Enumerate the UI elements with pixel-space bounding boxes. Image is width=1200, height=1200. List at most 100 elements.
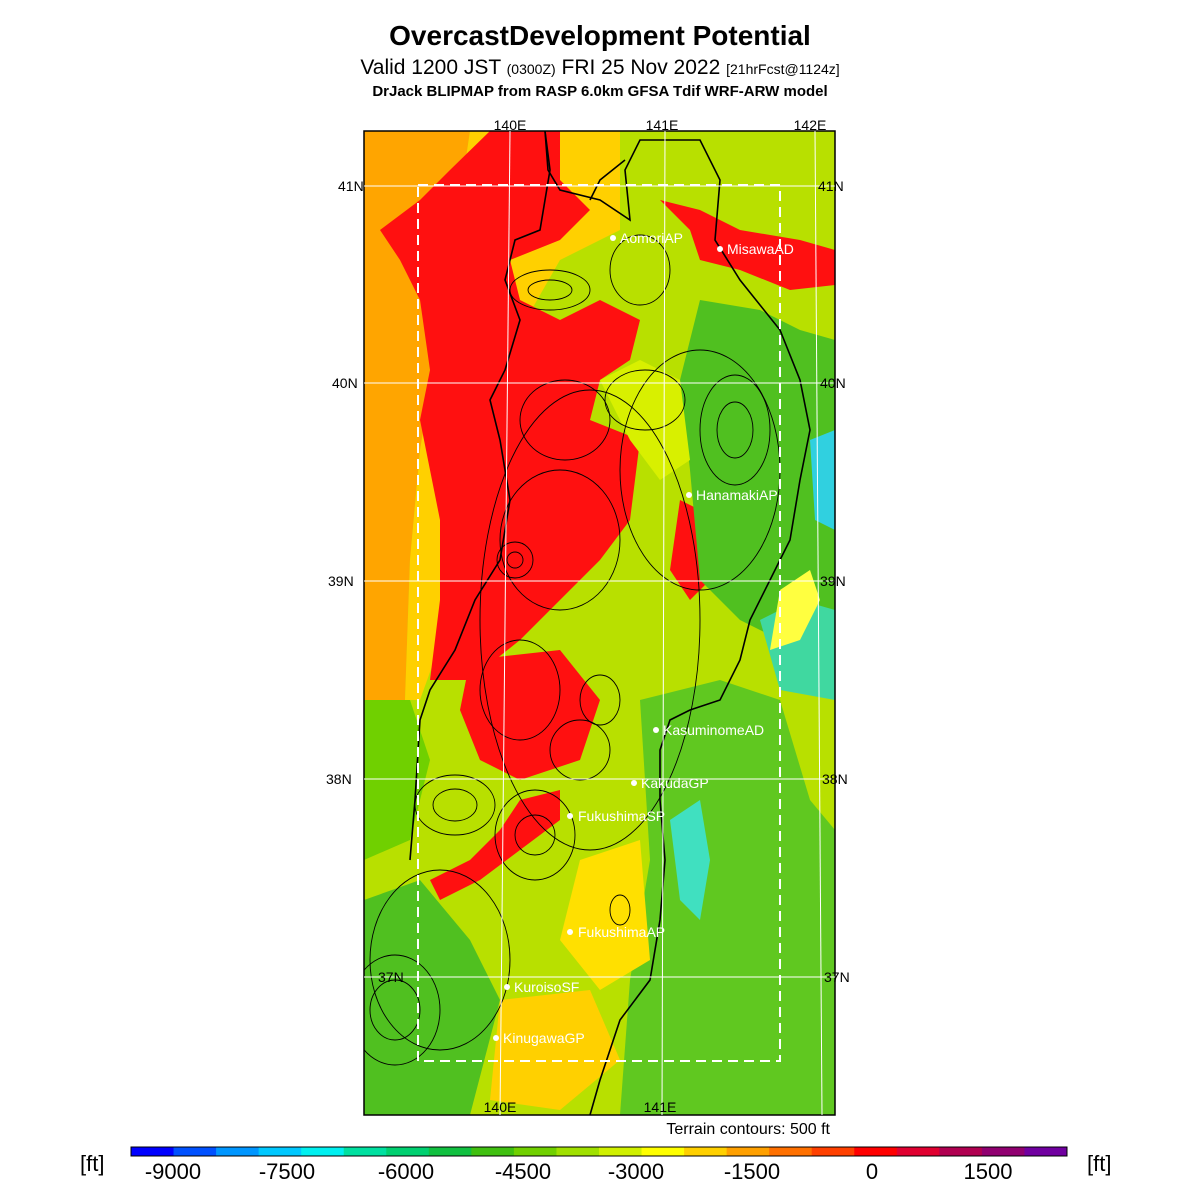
colorbar-swatch [513,1147,557,1156]
colorbar-tick-label: -1500 [724,1159,780,1184]
contour [716,401,754,459]
colorbar-swatch [1024,1147,1068,1156]
contour [506,551,524,569]
lat-label-left-38n: 38N [326,771,352,787]
station-label-kuroisosf: KuroisoSF [514,979,579,995]
field-green-southwest [364,880,500,1115]
colorbar-swatch [173,1147,217,1156]
contour [579,674,621,726]
colorbar-swatch [301,1147,345,1156]
contour [499,469,621,611]
contour [609,894,631,926]
colorbar-swatch [811,1147,855,1156]
contour [514,814,556,856]
contour [414,774,496,836]
map-frame [363,130,836,1116]
gridline-141e [661,130,666,1116]
lat-label-right-39n: 39N [820,573,846,589]
axis-labels: 140E 141E 142E 140E 141E 41N 40N 39N 38N… [326,117,850,1115]
lon-label-top-140e: 140E [494,117,527,133]
lon-label-top-142e: 142E [794,117,827,133]
field-red-south [460,650,600,780]
contour [479,639,561,741]
colorbar-swatch [726,1147,770,1156]
lat-label-left-40n: 40N [332,375,358,391]
colorbar-swatch [386,1147,430,1156]
contour [604,369,686,431]
contour [364,954,441,1066]
lat-label-left-41n: 41N [338,178,364,194]
colorbar [130,1146,1068,1157]
lon-label-bottom-141e: 141E [644,1099,677,1115]
colorbar-swatch [428,1147,472,1156]
contour [496,541,534,579]
colorbar-swatch [854,1147,898,1156]
station-label-fukushimaap: FukushimaAP [578,924,665,940]
colorbar-unit-right: [ft] [1087,1151,1112,1176]
valid-utc: (0300Z) [506,61,556,77]
latlon-grid [364,130,835,1116]
colorbar-swatch [131,1147,175,1156]
colorbar-tick-label: -6000 [378,1159,434,1184]
contour [609,234,671,306]
lon-label-bottom-140e: 140E [484,1099,517,1115]
station-marker [631,780,637,786]
lat-label-left-37n: 37N [378,969,404,985]
station-marker [567,813,573,819]
lon-label-top-141e: 141E [646,117,679,133]
gridline-142e [814,130,823,1116]
field-yellow-coast [770,570,820,650]
colorbar-unit-left: [ft] [80,1151,105,1176]
colorbar-swatch [939,1147,983,1156]
station-marker [610,235,616,241]
field-yellow-patch-2 [560,840,650,990]
field-cyan-coast [670,800,710,920]
contour [509,269,591,311]
valid-prefix: Valid 1200 JST [360,56,501,79]
contour [369,979,421,1041]
colorbar-swatch [599,1147,643,1156]
field-red-south-2 [430,790,560,900]
field-cyan-east [810,430,835,530]
colorbar-tick-label: -4500 [495,1159,551,1184]
colorbar-swatch [556,1147,600,1156]
terrain-contours [364,234,781,1066]
field-green-southeast [620,680,835,1115]
contour [432,788,478,822]
colorbar-tick-label: -3000 [608,1159,664,1184]
coastline-mutsu-bay [589,159,626,201]
lat-label-right-40n: 40N [820,375,846,391]
contour [369,869,511,1051]
station-label-aomoriap: AomoriAP [620,230,683,246]
lat-label-right-37n: 37N [824,969,850,985]
station-marker [686,492,692,498]
station-label-kasuminomead: KasuminomeAD [663,722,764,738]
colorbar-tick-label: -7500 [259,1159,315,1184]
colorbar-swatch [258,1147,302,1156]
colorbar-swatch [641,1147,685,1156]
lat-label-right-41n: 41N [818,178,844,194]
coastline-pacific [544,131,811,1115]
colorbar-swatch [343,1147,387,1156]
field-yellow-patch-1 [600,360,690,480]
station-label-kakudagp: KakudaGP [641,775,709,791]
colorbar-frame [130,1146,1068,1157]
lat-label-right-38n: 38N [822,771,848,787]
field-red-north-east [660,200,835,290]
field-yellow-patch-3 [490,990,620,1110]
colorbar-swatch [216,1147,260,1156]
colorbar-swatch [896,1147,940,1156]
gridline-140e [499,130,511,1116]
colorbar-tick-labels: -9000 -7500 -6000 -4500 -3000 -1500 0 15… [145,1159,1013,1184]
colorbar-swatch [981,1147,1025,1156]
terrain-contour-note: Terrain contours: 500 ft [666,1121,830,1138]
station-marker [493,1035,499,1041]
stations-layer: AomoriAP MisawaAD HanamakiAP KasuminomeA… [493,230,794,1046]
field-red-main [380,131,640,680]
contour [494,789,576,881]
contour [549,719,611,781]
lat-label-left-39n: 39N [328,573,354,589]
chart-title: OvercastDevelopment Potential [389,20,811,51]
station-marker [653,727,659,733]
colorbar-tick-label: 0 [866,1159,878,1184]
